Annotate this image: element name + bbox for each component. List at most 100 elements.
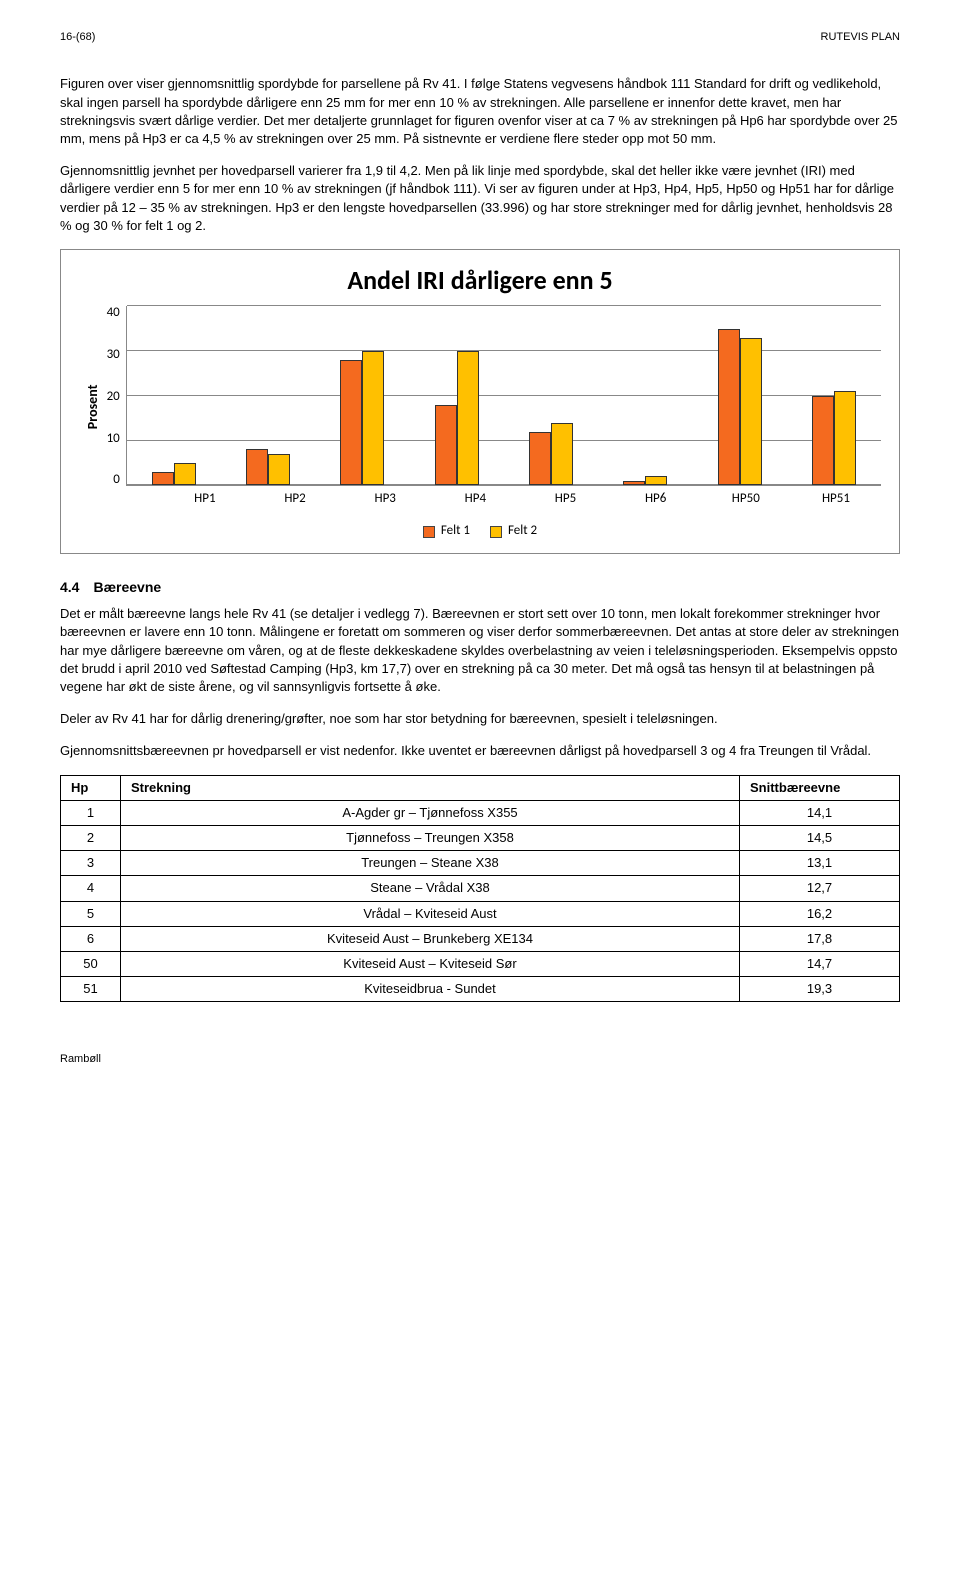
- cell-strekning: A-Agder gr – Tjønnefoss X355: [121, 800, 740, 825]
- table-row: 4Steane – Vrådal X3812,7: [61, 876, 900, 901]
- ytick-label: 10: [107, 432, 120, 445]
- cell-strekning: Vrådal – Kviteseid Aust: [121, 901, 740, 926]
- page-footer: Rambøll: [60, 1052, 900, 1067]
- xtick-label: HP3: [340, 486, 430, 508]
- table-header-row: Hp Strekning Snittbæreevne: [61, 775, 900, 800]
- xtick-label: HP51: [791, 486, 881, 508]
- cell-value: 14,7: [740, 951, 900, 976]
- cell-strekning: Treungen – Steane X38: [121, 851, 740, 876]
- paragraph-1: Figuren over viser gjennomsnittlig spord…: [60, 75, 900, 148]
- bar: [268, 454, 290, 485]
- paragraph-5: Gjennomsnittsbæreevnen pr hovedparsell e…: [60, 742, 900, 760]
- cell-hp: 4: [61, 876, 121, 901]
- xtick-label: HP5: [520, 486, 610, 508]
- chart-plot-area: [126, 306, 881, 486]
- bar-group: [787, 306, 881, 485]
- cell-hp: 1: [61, 800, 121, 825]
- chart-legend: Felt 1 Felt 2: [79, 522, 881, 540]
- table-row: 3Treungen – Steane X3813,1: [61, 851, 900, 876]
- table-row: 1A-Agder gr – Tjønnefoss X35514,1: [61, 800, 900, 825]
- baereevne-table: Hp Strekning Snittbæreevne 1A-Agder gr –…: [60, 775, 900, 1003]
- section-title: Bæreevne: [93, 578, 161, 598]
- table-header-hp: Hp: [61, 775, 121, 800]
- bar: [246, 449, 268, 485]
- cell-value: 16,2: [740, 901, 900, 926]
- xtick-label: HP1: [160, 486, 250, 508]
- table-row: 2Tjønnefoss – Treungen X35814,5: [61, 825, 900, 850]
- legend-label: Felt 1: [441, 522, 470, 540]
- xtick-label: HP2: [250, 486, 340, 508]
- bar-group: [598, 306, 692, 485]
- ytick-label: 40: [107, 306, 120, 319]
- bar: [152, 472, 174, 485]
- bar: [174, 463, 196, 485]
- cell-hp: 51: [61, 977, 121, 1002]
- cell-value: 12,7: [740, 876, 900, 901]
- legend-item: Felt 2: [490, 522, 537, 540]
- iri-chart: Andel IRI dårligere enn 5 Prosent 40 30 20…: [60, 249, 900, 554]
- cell-value: 17,8: [740, 926, 900, 951]
- page-header: 16-(68) RUTEVIS PLAN: [60, 30, 900, 45]
- bar: [718, 329, 740, 486]
- cell-value: 14,1: [740, 800, 900, 825]
- cell-hp: 3: [61, 851, 121, 876]
- bar-group: [410, 306, 504, 485]
- bar: [529, 432, 551, 486]
- cell-hp: 5: [61, 901, 121, 926]
- cell-strekning: Kviteseid Aust – Kviteseid Sør: [121, 951, 740, 976]
- cell-strekning: Kviteseid Aust – Brunkeberg XE134: [121, 926, 740, 951]
- cell-strekning: Tjønnefoss – Treungen X358: [121, 825, 740, 850]
- cell-strekning: Kviteseidbrua - Sundet: [121, 977, 740, 1002]
- table-header-snitt: Snittbæreevne: [740, 775, 900, 800]
- table-row: 50Kviteseid Aust – Kviteseid Sør14,7: [61, 951, 900, 976]
- header-left: 16-(68): [60, 30, 95, 45]
- cell-hp: 2: [61, 825, 121, 850]
- bar: [457, 351, 479, 485]
- bar-group: [692, 306, 786, 485]
- paragraph-4: Deler av Rv 41 har for dårlig drenering/…: [60, 710, 900, 728]
- legend-swatch: [490, 526, 502, 538]
- section-number: 4.4: [60, 578, 79, 598]
- xtick-label: HP6: [611, 486, 701, 508]
- cell-hp: 50: [61, 951, 121, 976]
- bar: [551, 423, 573, 486]
- bar-group: [504, 306, 598, 485]
- cell-hp: 6: [61, 926, 121, 951]
- ytick-label: 20: [107, 390, 120, 403]
- header-right: RUTEVIS PLAN: [821, 30, 900, 45]
- xtick-label: HP4: [430, 486, 520, 508]
- legend-item: Felt 1: [423, 522, 470, 540]
- table-row: 6Kviteseid Aust – Brunkeberg XE13417,8: [61, 926, 900, 951]
- bar-group: [127, 306, 221, 485]
- bar: [435, 405, 457, 486]
- table-body: 1A-Agder gr – Tjønnefoss X35514,12Tjønne…: [61, 800, 900, 1002]
- bar: [623, 481, 645, 485]
- section-heading: 4.4 Bæreevne: [60, 578, 900, 598]
- bar-group: [315, 306, 409, 485]
- cell-value: 14,5: [740, 825, 900, 850]
- bar: [362, 351, 384, 485]
- cell-value: 13,1: [740, 851, 900, 876]
- table-header-strekning: Strekning: [121, 775, 740, 800]
- bar: [740, 338, 762, 486]
- bar: [834, 391, 856, 485]
- legend-swatch: [423, 526, 435, 538]
- cell-strekning: Steane – Vrådal X38: [121, 876, 740, 901]
- cell-value: 19,3: [740, 977, 900, 1002]
- chart-title: Andel IRI dårligere enn 5: [79, 262, 881, 298]
- ytick-label: 0: [113, 473, 120, 486]
- table-row: 51Kviteseidbrua - Sundet19,3: [61, 977, 900, 1002]
- bar-group: [221, 306, 315, 485]
- bar: [340, 360, 362, 485]
- bar: [645, 476, 667, 485]
- paragraph-3: Det er målt bæreevne langs hele Rv 41 (s…: [60, 605, 900, 696]
- xtick-label: HP50: [701, 486, 791, 508]
- chart-ylabel: Prosent: [79, 306, 107, 508]
- legend-label: Felt 2: [508, 522, 537, 540]
- paragraph-2: Gjennomsnittlig jevnhet per hovedparsell…: [60, 162, 900, 235]
- bar: [812, 396, 834, 486]
- ytick-label: 30: [107, 348, 120, 361]
- chart-xaxis: HP1HP2HP3HP4HP5HP6HP50HP51: [160, 486, 881, 508]
- chart-yaxis: 40 30 20 10 0: [107, 306, 126, 486]
- table-row: 5Vrådal – Kviteseid Aust16,2: [61, 901, 900, 926]
